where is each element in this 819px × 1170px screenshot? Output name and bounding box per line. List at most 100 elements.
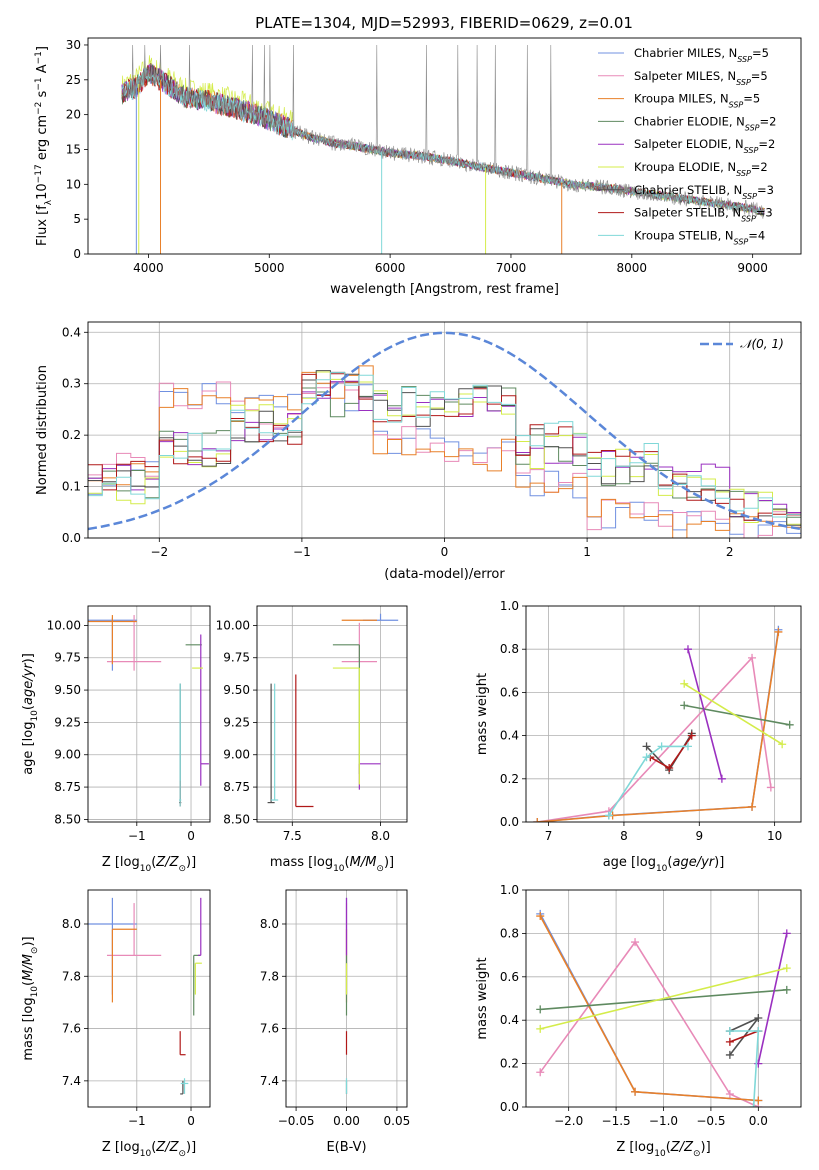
x-tick-label: 0.0 [749, 1114, 768, 1128]
y-tick-label: 8.50 [54, 812, 81, 826]
label-part: Z/Z [670, 1140, 694, 1155]
label-part: ( [21, 981, 36, 986]
legend-text: Chabrier MILES, N [634, 46, 737, 60]
y-tick-label: 0.8 [500, 926, 519, 940]
y-tick-label: 8.75 [54, 780, 81, 794]
line-salpeter_stelib [649, 735, 693, 770]
line-kroupa_elodie [540, 967, 787, 1030]
y-tick-label: 8.50 [223, 812, 250, 826]
histogram-kroupa_stelib [88, 372, 801, 518]
label-part: )] [701, 1140, 711, 1155]
x-axis-label: Z [log10(Z/Z⊙)] [102, 1140, 196, 1159]
legend-text: Salpeter STELIB, N [634, 206, 741, 220]
y-tick-label: 7.4 [62, 1074, 81, 1088]
label-part: ⊙ [376, 864, 384, 874]
label-part: ( [345, 855, 350, 870]
y-tick-label: 9.25 [54, 715, 81, 729]
histogram-chabrier_miles [88, 381, 801, 538]
legend-sub: SSP [734, 237, 749, 246]
label-part: )] [186, 1140, 196, 1155]
marker-chabrier_stelib [725, 1050, 734, 1059]
marker-kroupa_elodie [536, 1024, 545, 1033]
legend-text: =5 [751, 69, 768, 83]
y-tick-label: 20 [66, 108, 81, 122]
legend-entry: 𝒩(0, 1) [740, 337, 784, 351]
marker-salpeter_elodie [782, 929, 791, 938]
label-part: )] [21, 653, 36, 663]
marker-kroupa_stelib [657, 742, 666, 751]
x-tick-label: 0.00 [333, 1114, 360, 1128]
x-axis-label: mass [log10(M/M⊙)] [270, 855, 394, 874]
label-part: ⊙ [178, 864, 186, 874]
x-tick-label: 0 [187, 829, 195, 843]
x-axis-label: age [log10(age/yr)] [603, 855, 725, 874]
legend-sub: SSP [742, 191, 757, 200]
y-tick-label: 0.0 [62, 531, 81, 545]
y-tick-label: 7.6 [62, 1022, 81, 1036]
x-tick-label: −1 [293, 545, 311, 559]
legend-entry: Salpeter STELIB, NSSP=3 [634, 206, 773, 224]
y-tick-label: 0.0 [500, 1100, 519, 1114]
y-tick-label: 8.0 [62, 917, 81, 931]
weight-lines [533, 625, 794, 822]
label-part: 10 [654, 1149, 666, 1159]
marker-salpeter_miles [725, 1089, 734, 1098]
legend-text: =3 [757, 183, 774, 197]
y-tick-label: 0.3 [62, 377, 81, 391]
legend-text: Chabrier ELODIE, N [634, 114, 745, 128]
y-tick-label: 9.75 [54, 651, 81, 665]
x-tick-label: −1.0 [649, 1114, 678, 1128]
marker-kroupa_stelib [749, 1103, 758, 1107]
marker-kroupa_miles [536, 912, 545, 921]
x-tick-label: 0 [187, 1114, 195, 1128]
line-chabrier_elodie [684, 704, 790, 726]
marker-kroupa_stelib [754, 1027, 763, 1036]
label-part: M/M [21, 954, 36, 981]
y-tick-label: 10.00 [216, 618, 250, 632]
marker-kroupa_elodie [782, 964, 791, 973]
legend-text: =4 [748, 228, 765, 242]
y-axis-label: mass [log10(M/M⊙)] [21, 936, 40, 1060]
x-tick-label: −2 [150, 545, 168, 559]
marker-salpeter_miles [631, 938, 640, 947]
x-tick-label: 4000 [133, 261, 164, 275]
x-axis-label: (data-model)/error [384, 567, 505, 582]
x-axis-label: Z [log10(Z/Z⊙)] [102, 855, 196, 874]
legend-entry: Chabrier MILES, NSSP=5 [634, 46, 769, 64]
x-tick-label: −1 [128, 1114, 146, 1128]
label-part: (data-model)/error [384, 567, 505, 582]
marker-salpeter_miles [766, 783, 775, 792]
line-chabrier_elodie [540, 989, 787, 1011]
legend-sub: SSP [729, 100, 744, 109]
label-part: mass [log [270, 855, 333, 870]
label-part: erg cm [35, 115, 50, 164]
line-kroupa_stelib [608, 745, 688, 816]
line-salpeter_elodie [757, 933, 788, 1064]
legend-text: Salpeter ELODIE, N [634, 137, 744, 151]
label-part: Z [log [102, 1140, 140, 1155]
x-tick-label: −1 [128, 829, 146, 843]
plot-frame [525, 605, 802, 823]
legend-text: Kroupa ELODIE, N [634, 160, 736, 174]
y-tick-label: 8.75 [223, 780, 250, 794]
legend-sub: SSP [744, 146, 759, 155]
x-tick-label: 8000 [617, 261, 648, 275]
legend-entry: Salpeter ELODIE, NSSP=2 [634, 137, 775, 155]
line-kroupa_elodie [683, 683, 783, 745]
marker-salpeter_stelib [665, 764, 674, 772]
label-part: mass weight [475, 957, 490, 1039]
histogram-kroupa_miles [88, 365, 801, 538]
x-tick-label: 7 [545, 829, 553, 843]
y-tick-label: 9.00 [54, 748, 81, 762]
y-axis-label: Normed distribution [35, 365, 50, 495]
y-tick-label: 0.4 [62, 325, 81, 339]
legend-text: =2 [758, 137, 775, 151]
weight-lines [536, 909, 791, 1107]
line-salpeter_elodie [687, 648, 723, 780]
label-part: −1 [34, 51, 44, 64]
label-part: ( [151, 1140, 156, 1155]
marker-chabrier_elodie [680, 701, 689, 710]
